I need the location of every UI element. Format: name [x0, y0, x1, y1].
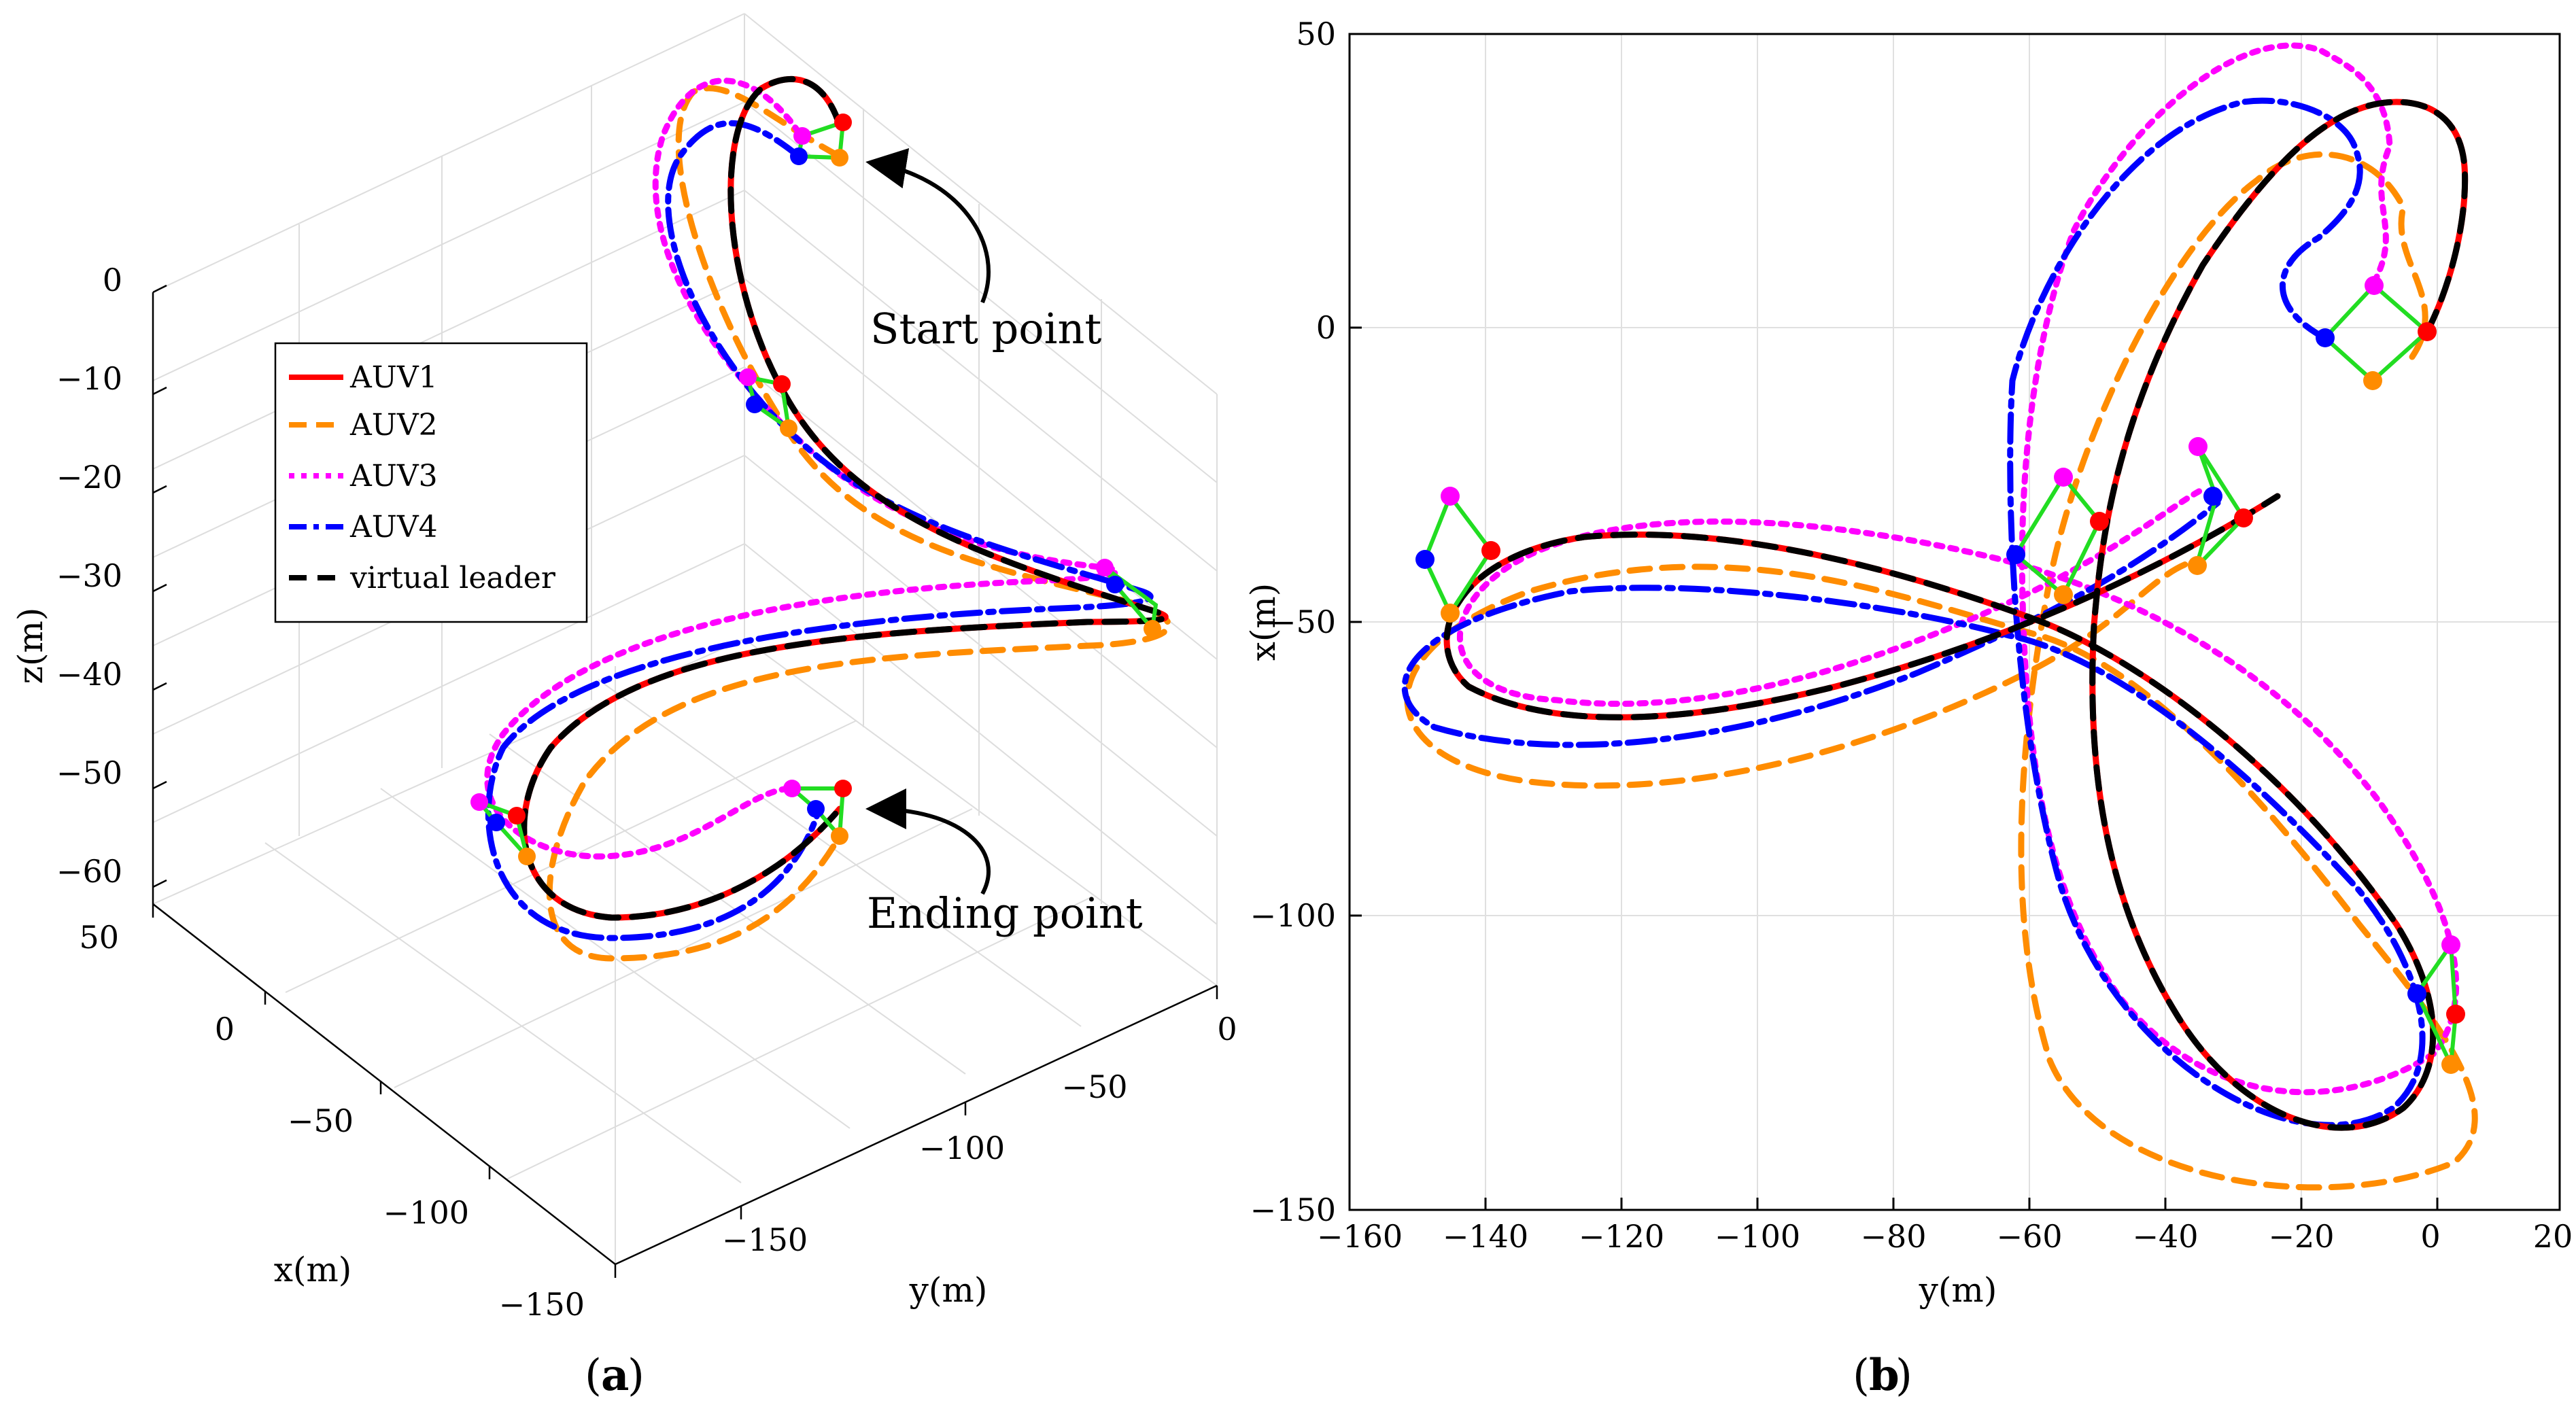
y-axis-label: y(m): [909, 1270, 988, 1310]
start-point-label: Start point: [870, 304, 1101, 353]
legend-auv2: AUV2: [349, 408, 438, 442]
legend-leader: virtual leader: [349, 561, 556, 595]
x-tick: −150: [499, 1286, 585, 1323]
panel-b-y-axis-label: x(m): [1243, 583, 1283, 661]
panel-a-annotations: Start point Ending point: [865, 147, 1143, 938]
panel-a-x-ticks: 50 0 −50 −100 −150: [79, 919, 585, 1323]
x-tick: −20: [2268, 1218, 2334, 1255]
x-axis-label: x(m): [274, 1250, 352, 1289]
y-tick: −100: [1250, 897, 1336, 934]
legend-auv4: AUV4: [349, 510, 438, 544]
z-tick: −30: [56, 557, 122, 594]
x-tick: −100: [383, 1194, 469, 1231]
z-tick: −10: [56, 360, 122, 397]
svg-text:b: b: [1869, 1350, 1900, 1401]
auv4-path-b: [1401, 97, 2426, 1128]
start-arrow: [865, 147, 991, 304]
panel-label-b: ( b ): [1853, 1350, 1912, 1401]
x-tick: −120: [1579, 1218, 1664, 1255]
panel-a-y-ticks: −150 −100 −50 0: [722, 1011, 1237, 1258]
panel-b-y-ticks: 50 0 −50 −100 −150: [1250, 16, 1336, 1228]
y-tick: −150: [1250, 1192, 1336, 1228]
panel-a-trajectories: [484, 75, 1172, 962]
x-tick: −160: [1317, 1218, 1403, 1255]
auv2-path-a: [546, 85, 1172, 962]
x-tick: −100: [1715, 1218, 1800, 1255]
auv3-path-b: [1457, 42, 2460, 1096]
auv1-path-b: [1443, 99, 2469, 1131]
panel-b-markers: [1415, 276, 2465, 1074]
panel-label-a: ( a ): [585, 1350, 645, 1401]
leader-path-a: [521, 75, 1169, 921]
panel-b: −160 −140 −120 −100 −80 −60 −40 −20 0 20…: [1243, 16, 2573, 1401]
x-tick: −40: [2132, 1218, 2198, 1255]
panel-a-grid: [152, 13, 1218, 1264]
z-tick: −40: [56, 656, 122, 693]
ending-arrow: [865, 788, 991, 895]
z-tick: 0: [103, 262, 122, 298]
panel-b-grid: [1350, 34, 2560, 1210]
z-tick: −50: [56, 754, 122, 791]
x-tick: −60: [1996, 1218, 2062, 1255]
panel-b-x-axis-label: y(m): [1919, 1270, 1997, 1310]
x-tick: −50: [288, 1102, 354, 1139]
panel-a-z-ticks: 0 −10 −20 −30 −40 −50 −60: [56, 262, 122, 890]
z-tick: −20: [56, 459, 122, 496]
z-tick: −60: [56, 853, 122, 890]
panel-b-x-ticks: −160 −140 −120 −100 −80 −60 −40 −20 0 20: [1317, 1218, 2573, 1255]
y-tick: −150: [722, 1221, 808, 1258]
y-tick: 50: [1296, 16, 1336, 52]
y-tick: 0: [1217, 1011, 1237, 1047]
y-tick: −50: [1061, 1069, 1127, 1105]
auv4-path-a: [485, 120, 1154, 941]
x-tick: 0: [215, 1011, 235, 1047]
panel-b-trajectories: [1401, 42, 2478, 1191]
x-tick: 20: [2533, 1218, 2573, 1255]
svg-text:): ): [1895, 1351, 1912, 1401]
z-axis-label: z(m): [11, 608, 50, 684]
svg-text:(: (: [585, 1351, 602, 1401]
x-tick: 0: [2420, 1218, 2440, 1255]
svg-text:): ): [628, 1351, 645, 1401]
panel-a: 0 −10 −20 −30 −40 −50 −60 z(m) 50 0 −50 …: [11, 13, 1237, 1401]
x-tick: −80: [1860, 1218, 1926, 1255]
y-tick: −100: [919, 1130, 1005, 1166]
legend-auv1: AUV1: [349, 360, 438, 395]
y-tick: 0: [1316, 309, 1336, 346]
x-tick: 50: [79, 919, 119, 956]
panel-a-tick-marks: [152, 284, 1218, 1278]
x-tick: −140: [1443, 1218, 1528, 1255]
y-tick: −50: [1270, 604, 1336, 640]
panel-b-tick-marks: [1350, 326, 2439, 1210]
ending-point-label: Ending point: [867, 888, 1143, 938]
legend-auv3: AUV3: [349, 459, 438, 493]
svg-text:(: (: [1853, 1351, 1870, 1401]
panel-a-markers: [470, 114, 1161, 865]
svg-text:a: a: [601, 1350, 629, 1401]
legend: AUV1 AUV2 AUV3 AUV4 virtual leader: [274, 342, 588, 623]
auv2-path-b: [1404, 151, 2478, 1191]
leader-path-b: [1443, 99, 2469, 1131]
